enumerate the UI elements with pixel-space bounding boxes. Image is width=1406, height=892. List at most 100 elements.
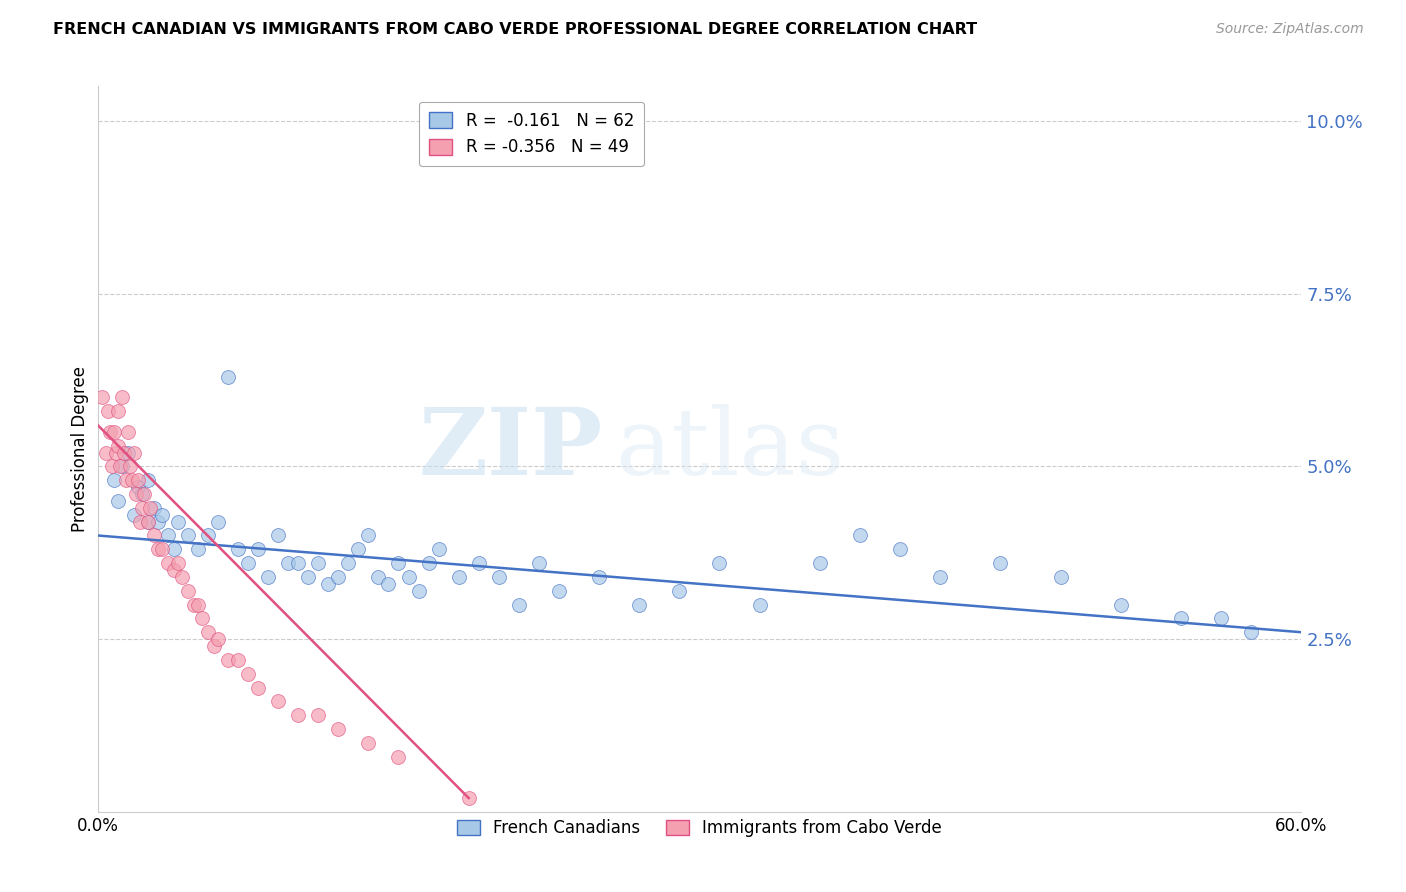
Point: [202, 639, 225, 653]
Point: [125, 487, 148, 501]
Point: [468, 556, 491, 570]
Point: [132, 487, 155, 501]
Point: [118, 459, 141, 474]
Point: [328, 722, 350, 736]
Point: [849, 528, 872, 542]
Point: [1049, 570, 1071, 584]
Point: [316, 577, 339, 591]
Point: [748, 598, 770, 612]
Point: [166, 556, 188, 570]
Point: [207, 515, 229, 529]
Text: ZIP: ZIP: [419, 404, 603, 494]
Point: [146, 515, 169, 529]
Point: [122, 508, 145, 522]
Point: [177, 528, 200, 542]
Point: [163, 542, 186, 557]
Point: [1240, 625, 1263, 640]
Point: [287, 556, 309, 570]
Point: [94, 445, 117, 459]
Point: [177, 583, 200, 598]
Point: [217, 653, 239, 667]
Point: [107, 494, 129, 508]
Point: [457, 791, 479, 805]
Point: [142, 500, 165, 515]
Point: [127, 480, 149, 494]
Point: [1109, 598, 1132, 612]
Point: [337, 556, 360, 570]
Point: [112, 445, 135, 459]
Point: [808, 556, 831, 570]
Point: [889, 542, 911, 557]
Point: [307, 556, 329, 570]
Point: [136, 515, 159, 529]
Point: [628, 598, 651, 612]
Point: [387, 749, 409, 764]
Point: [121, 473, 143, 487]
Point: [197, 625, 219, 640]
Point: [127, 473, 149, 487]
Point: [387, 556, 409, 570]
Text: atlas: atlas: [616, 404, 845, 494]
Point: [170, 570, 193, 584]
Point: [277, 556, 299, 570]
Point: [146, 542, 169, 557]
Point: [187, 598, 209, 612]
Point: [347, 542, 370, 557]
Point: [117, 445, 139, 459]
Point: [247, 681, 270, 695]
Point: [447, 570, 470, 584]
Point: [1170, 611, 1192, 625]
Point: [166, 515, 188, 529]
Point: [136, 473, 159, 487]
Point: [287, 708, 309, 723]
Point: [357, 736, 380, 750]
Point: [107, 439, 129, 453]
Point: [929, 570, 952, 584]
Point: [163, 563, 186, 577]
Point: [408, 583, 430, 598]
Point: [297, 570, 319, 584]
Point: [508, 598, 530, 612]
Point: [207, 632, 229, 647]
Point: [128, 515, 150, 529]
Point: [131, 500, 153, 515]
Point: [247, 542, 270, 557]
Point: [236, 556, 259, 570]
Point: [988, 556, 1011, 570]
Point: [191, 611, 214, 625]
Point: [418, 556, 440, 570]
Point: [236, 666, 259, 681]
Point: [100, 459, 122, 474]
Text: FRENCH CANADIAN VS IMMIGRANTS FROM CABO VERDE PROFESSIONAL DEGREE CORRELATION CH: FRENCH CANADIAN VS IMMIGRANTS FROM CABO …: [53, 22, 977, 37]
Point: [427, 542, 450, 557]
Point: [138, 500, 160, 515]
Point: [668, 583, 690, 598]
Text: Source: ZipAtlas.com: Source: ZipAtlas.com: [1216, 22, 1364, 37]
Point: [108, 459, 131, 474]
Point: [111, 390, 134, 404]
Point: [328, 570, 350, 584]
Point: [398, 570, 420, 584]
Point: [377, 577, 399, 591]
Point: [156, 556, 179, 570]
Point: [114, 473, 136, 487]
Point: [136, 515, 159, 529]
Point: [226, 653, 249, 667]
Point: [142, 528, 165, 542]
Point: [131, 487, 153, 501]
Point: [527, 556, 550, 570]
Point: [709, 556, 731, 570]
Y-axis label: Professional Degree: Professional Degree: [72, 366, 89, 533]
Point: [156, 528, 179, 542]
Legend: French Canadians, Immigrants from Cabo Verde: French Canadians, Immigrants from Cabo V…: [450, 812, 949, 844]
Point: [111, 459, 134, 474]
Point: [98, 425, 121, 439]
Point: [104, 445, 127, 459]
Point: [150, 542, 173, 557]
Point: [588, 570, 610, 584]
Point: [357, 528, 380, 542]
Point: [267, 694, 290, 708]
Point: [257, 570, 280, 584]
Point: [197, 528, 219, 542]
Point: [548, 583, 571, 598]
